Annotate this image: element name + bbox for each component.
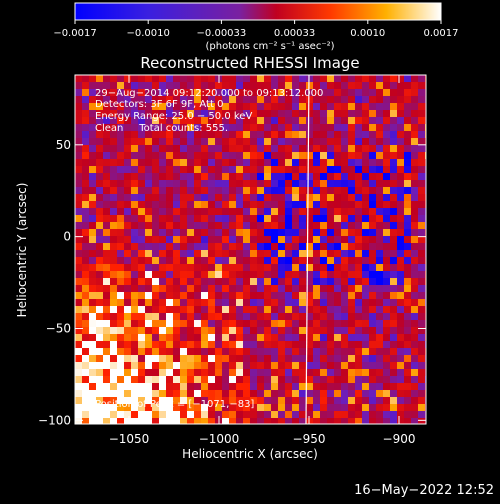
plot-frame (74, 74, 427, 425)
x-axis-ticks: −1050 −1000 −950 −900 (109, 75, 416, 446)
y-tick-label: −50 (46, 321, 71, 335)
colorbar (74, 2, 442, 21)
colorbar-tick-label: 0.0017 (424, 28, 459, 39)
x-tick-label: −1050 (109, 432, 150, 446)
colorbar-unit-label: (photons cm⁻² s⁻¹ asec⁻²) (205, 41, 334, 52)
heatmap-pixels (75, 75, 426, 424)
colorbar-tick-label: −0.0010 (127, 28, 170, 39)
y-axis-ticks: 50 0 −50 −100 (38, 138, 426, 427)
annotation-peak-position: Position of Peak = [−1071,−83] (95, 399, 254, 410)
datestamp: 16−May−2022 12:52 (354, 483, 494, 498)
y-tick-label: 0 (63, 230, 71, 244)
y-tick-label: −100 (38, 413, 71, 427)
y-tick-label: 50 (56, 138, 71, 152)
colorbar-ticks: −0.0017 −0.0010 −0.00033 0.00033 0.0010 0.001… (53, 20, 459, 39)
limb-line (305, 74, 310, 425)
x-tick-label: −1000 (199, 432, 240, 446)
colorbar-tick-label: −0.0017 (53, 28, 96, 39)
annotation-detectors: Detectors: 3F 6F 9F, Att 0 (95, 99, 223, 110)
annotation-energy-range: Energy Range: 25.0 − 50.0 keV (95, 111, 252, 122)
x-axis-label: Heliocentric X (arcsec) (182, 447, 318, 461)
x-tick-label: −900 (383, 432, 416, 446)
colorbar-tick-label: 0.0010 (350, 28, 385, 39)
colorbar-tick-label: −0.00033 (197, 28, 247, 39)
chart-title: Reconstructed RHESSI Image (140, 54, 359, 72)
x-tick-label: −950 (293, 432, 326, 446)
y-axis-label: Heliocentric Y (arcsec) (15, 183, 29, 318)
annotation-method-counts: Clean Total counts: 555. (95, 123, 228, 134)
annotation-time-range: 29−Aug−2014 09:12:20.000 to 09:13:12.000 (95, 88, 323, 99)
colorbar-tick-label: 0.00033 (274, 28, 315, 39)
